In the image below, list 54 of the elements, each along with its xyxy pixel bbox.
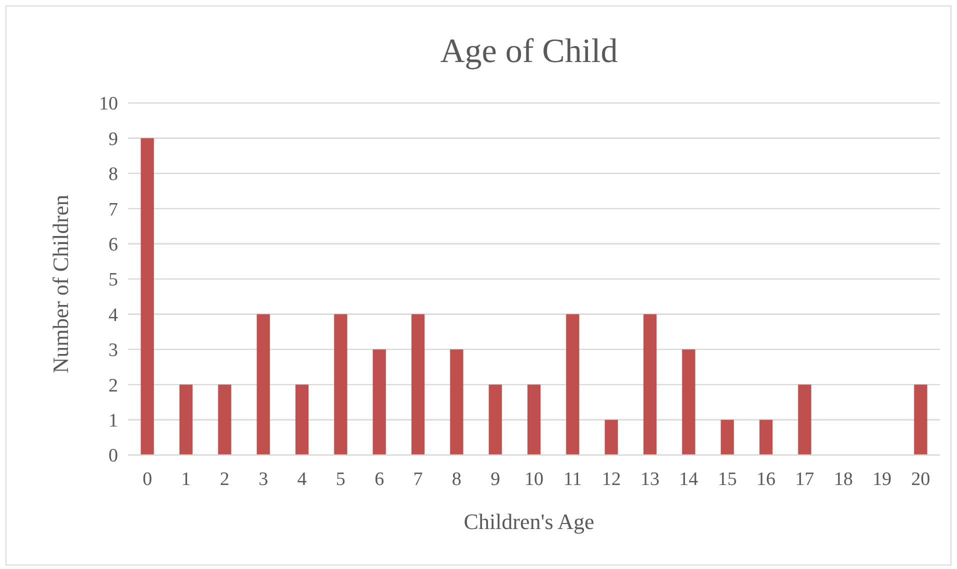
- y-tick-label: 0: [108, 446, 118, 467]
- x-tick-label: 11: [564, 469, 582, 490]
- y-tick-label: 4: [108, 304, 118, 326]
- bar: [450, 349, 464, 455]
- x-tick-label: 17: [795, 469, 814, 490]
- bar: [140, 138, 154, 455]
- x-tick-label: 7: [413, 469, 423, 490]
- bar: [759, 420, 773, 455]
- x-tick-label: 5: [336, 469, 346, 490]
- bar: [488, 384, 502, 455]
- y-tick-label: 6: [108, 234, 118, 256]
- bar: [295, 384, 309, 455]
- x-tick-label: 14: [679, 469, 699, 490]
- x-tick-label: 4: [297, 469, 308, 490]
- x-axis-title: Children's Age: [464, 509, 594, 534]
- bar: [720, 420, 734, 455]
- y-tick-label: 9: [108, 128, 118, 150]
- x-tick-label: 1: [181, 469, 191, 490]
- y-tick-label: 3: [108, 340, 118, 362]
- bar: [566, 314, 580, 455]
- y-tick-label: 8: [108, 164, 118, 186]
- y-tick-label: 2: [108, 375, 118, 396]
- y-tick-label: 1: [108, 410, 118, 432]
- x-tick-label: 15: [718, 469, 737, 490]
- bar: [411, 314, 425, 455]
- bar: [682, 349, 696, 455]
- x-tick-label: 19: [872, 469, 892, 490]
- bar: [256, 314, 270, 455]
- x-tick-label: 9: [490, 469, 500, 490]
- x-tick-label: 2: [220, 469, 230, 490]
- bar: [527, 384, 541, 455]
- bar: [914, 384, 928, 455]
- bar: [334, 314, 348, 455]
- bar: [798, 384, 812, 455]
- bar: [218, 384, 232, 455]
- x-tick-label: 3: [258, 469, 268, 490]
- bar: [179, 384, 193, 455]
- y-tick-label: 7: [108, 199, 118, 220]
- x-tick-label: 6: [374, 469, 384, 490]
- x-tick-label: 20: [911, 469, 930, 490]
- bar: [604, 420, 618, 455]
- y-axis-title: Number of Children: [48, 194, 73, 374]
- x-tick-label: 0: [142, 469, 152, 490]
- chart-title: Age of Child: [440, 33, 618, 70]
- y-tick-label: 5: [108, 270, 118, 291]
- y-tick-label: 10: [99, 94, 118, 115]
- bar: [372, 349, 386, 455]
- x-tick-label: 18: [834, 469, 853, 490]
- x-tick-label: 16: [756, 469, 776, 490]
- x-tick-label: 13: [640, 469, 660, 490]
- x-tick-label: 12: [602, 469, 621, 490]
- bar: [643, 314, 657, 455]
- x-tick-label: 10: [524, 469, 544, 490]
- x-tick-label: 8: [452, 469, 462, 490]
